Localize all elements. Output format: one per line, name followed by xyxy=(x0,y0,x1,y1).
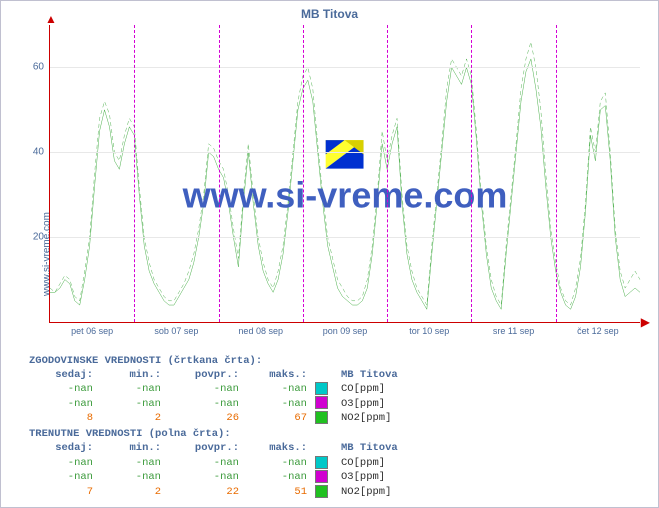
legend-row: 722251NO2[ppm] xyxy=(29,485,402,499)
vgrid-line xyxy=(134,25,135,322)
legend-value: 7 xyxy=(29,485,97,499)
hgrid-line xyxy=(50,67,640,68)
legend-value: -nan xyxy=(97,470,165,484)
legend-col-header-row: sedaj: min.: povpr.: maks.: MB Titova xyxy=(29,441,402,455)
ytick-label: 20 xyxy=(33,232,44,243)
xtick-label: tor 10 sep xyxy=(409,326,449,336)
legend-value: -nan xyxy=(165,396,243,410)
legend-value: 2 xyxy=(97,485,165,499)
vgrid-line xyxy=(471,25,472,322)
series-no2_curr xyxy=(50,59,640,309)
legend-value: -nan xyxy=(243,396,311,410)
xtick-label: čet 12 sep xyxy=(577,326,619,336)
legend-hist-header: ZGODOVINSKE VREDNOSTI (črtkana črta): xyxy=(29,354,630,368)
vgrid-line xyxy=(387,25,388,322)
legend-series-label: O3[ppm] xyxy=(337,470,402,484)
legend-swatch-icon xyxy=(315,485,328,498)
legend-swatch-icon xyxy=(315,396,328,409)
legend-value: -nan xyxy=(243,456,311,470)
chart-card: MB Titova www.si-vreme.com ▶ ▲ www.si-vr… xyxy=(0,0,659,508)
legend-value: -nan xyxy=(165,456,243,470)
xtick-label: sre 11 sep xyxy=(493,326,534,336)
col-maks: maks.: xyxy=(243,368,311,382)
plot-canvas: ▶ ▲ www.si-vreme.com 204060pet 06 sepsob… xyxy=(49,25,640,323)
legend-value: -nan xyxy=(165,382,243,396)
legend-value: -nan xyxy=(243,470,311,484)
legend-series-label: CO[ppm] xyxy=(337,382,402,396)
legend-value: -nan xyxy=(97,396,165,410)
legend-row: -nan-nan-nan-nanO3[ppm] xyxy=(29,470,402,484)
arrow-up-icon: ▲ xyxy=(45,13,57,25)
series-no2_hist xyxy=(50,42,640,305)
legend-value: 67 xyxy=(243,411,311,425)
xtick-label: sob 07 sep xyxy=(154,326,198,336)
legend-value: 8 xyxy=(29,411,97,425)
legend-row: -nan-nan-nan-nanO3[ppm] xyxy=(29,396,402,410)
legend-value: -nan xyxy=(97,456,165,470)
col-sedaj: sedaj: xyxy=(29,368,97,382)
legend-value: -nan xyxy=(97,382,165,396)
hgrid-line xyxy=(50,237,640,238)
legend-value: 22 xyxy=(165,485,243,499)
legend-value: 26 xyxy=(165,411,243,425)
arrow-right-icon: ▶ xyxy=(641,316,650,328)
legend-value: -nan xyxy=(29,456,97,470)
legend-value: -nan xyxy=(29,396,97,410)
xtick-label: pet 06 sep xyxy=(71,326,113,336)
col-station: MB Titova xyxy=(337,368,402,382)
chart-lines xyxy=(50,25,640,322)
legend-value: -nan xyxy=(243,382,311,396)
xtick-label: pon 09 sep xyxy=(323,326,368,336)
legend-value: -nan xyxy=(165,470,243,484)
legend-series-label: CO[ppm] xyxy=(337,456,402,470)
legend-col-header-row: sedaj: min.: povpr.: maks.: MB Titova xyxy=(29,368,402,382)
legend-curr-header: TRENUTNE VREDNOSTI (polna črta): xyxy=(29,427,630,441)
legend-value: 2 xyxy=(97,411,165,425)
ytick-label: 40 xyxy=(33,147,44,158)
legend-swatch-icon xyxy=(315,456,328,469)
legend-value: -nan xyxy=(29,470,97,484)
legend-hist-table: sedaj: min.: povpr.: maks.: MB Titova -n… xyxy=(29,368,402,426)
legend-series-label: NO2[ppm] xyxy=(337,411,402,425)
vgrid-line xyxy=(556,25,557,322)
legend-curr-table: sedaj: min.: povpr.: maks.: MB Titova -n… xyxy=(29,441,402,499)
vgrid-line xyxy=(303,25,304,322)
ytick-label: 60 xyxy=(33,62,44,73)
legend-block: ZGODOVINSKE VREDNOSTI (črtkana črta): se… xyxy=(29,354,630,499)
xtick-label: ned 08 sep xyxy=(238,326,283,336)
legend-swatch-icon xyxy=(315,470,328,483)
hgrid-line xyxy=(50,152,640,153)
legend-row: -nan-nan-nan-nanCO[ppm] xyxy=(29,456,402,470)
col-min: min.: xyxy=(97,368,165,382)
legend-series-label: O3[ppm] xyxy=(337,396,402,410)
chart-title: MB Titova xyxy=(1,1,658,21)
legend-value: -nan xyxy=(29,382,97,396)
legend-series-label: NO2[ppm] xyxy=(337,485,402,499)
vgrid-line xyxy=(219,25,220,322)
plot-area: ▶ ▲ www.si-vreme.com 204060pet 06 sepsob… xyxy=(49,25,640,323)
legend-row: 822667 NO2[ppm] xyxy=(29,411,402,425)
col-povpr: povpr.: xyxy=(165,368,243,382)
legend-swatch-icon xyxy=(315,382,328,395)
legend-value: 51 xyxy=(243,485,311,499)
legend-row: -nan-nan-nan-nanCO[ppm] xyxy=(29,382,402,396)
legend-swatch-icon xyxy=(315,411,328,424)
